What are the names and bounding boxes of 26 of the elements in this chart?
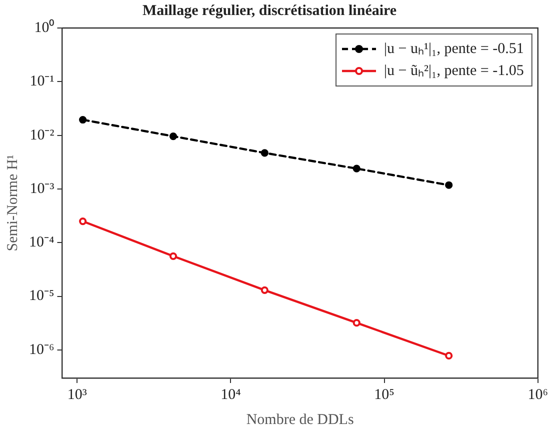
y-tick-label: 10⁻⁴ [28,234,54,251]
x-tick-label: 10³ [67,386,88,403]
legend-label: |u − uₕ¹|₁, pente = -0.51 [384,40,524,57]
x-tick-label: 10⁴ [220,386,241,403]
legend-label: |u − ũₕ²|₁, pente = -1.05 [384,62,524,79]
point [79,116,87,124]
point [445,181,453,189]
y-axis-title: Semi-Norme H¹ [4,154,21,252]
point [260,286,268,294]
x-axis-title: Nombre de DDLs [246,412,354,428]
point [352,319,360,327]
x-tick-label: 10⁵ [374,386,394,403]
point [169,252,178,260]
x-tick-label: 10⁶ [528,386,548,403]
y-tick-label: 10⁻³ [30,180,55,197]
chart-title: Maillage régulier, discrétisation linéaire [142,2,397,19]
y-tick-label: 10⁻⁵ [28,288,54,304]
point [260,149,268,157]
y-tick-label: 10⁻¹ [30,74,54,90]
point [79,217,87,226]
y-tick-label: 10⁻² [30,127,55,144]
point [169,132,178,140]
point [352,164,360,172]
y-tick-label: 10⁻⁶ [28,342,54,358]
point [445,352,453,360]
y-tick-label: 10⁰ [34,18,54,36]
